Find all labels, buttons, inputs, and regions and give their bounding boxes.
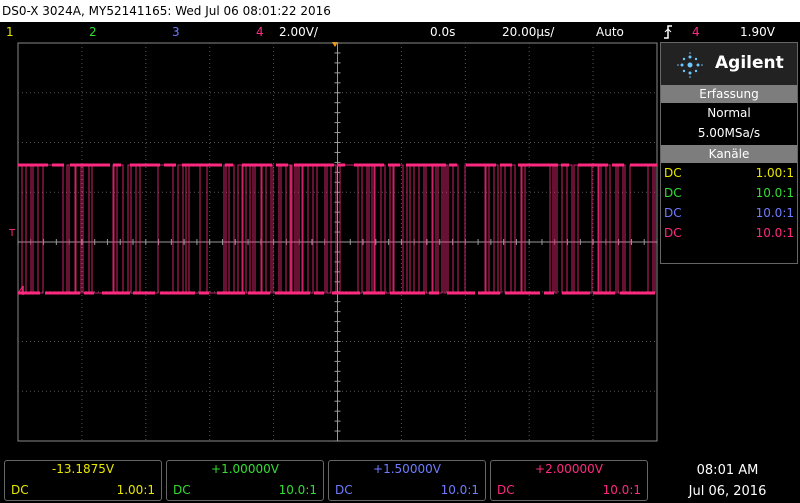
trigger-source: 4 [692, 25, 700, 39]
coupling: DC [664, 226, 682, 240]
channels-heading[interactable]: Kanäle [661, 145, 797, 163]
channel-label[interactable]: 4 [256, 25, 264, 39]
brand-box: Agilent [661, 43, 797, 85]
trigger-level: 1.90V [740, 25, 775, 39]
brand-name: Agilent [715, 53, 784, 73]
probe-ratio: 1.00:1 [116, 483, 155, 497]
waveform [18, 164, 656, 294]
trigger-icon [664, 25, 672, 39]
channel-row: DC 1.00:1 [661, 163, 797, 183]
coupling: DC [497, 483, 515, 497]
probe-ratio: 10.0:1 [440, 483, 479, 497]
channel-label[interactable]: 3 [172, 25, 180, 39]
channel-label[interactable]: 2 [89, 25, 97, 39]
probe-ratio: 1.00:1 [755, 166, 794, 180]
trigger-marker: T [9, 228, 16, 239]
channel-offset: +1.50000V [373, 462, 441, 476]
coupling: DC [664, 206, 682, 220]
title-text: DS0-X 3024A, MY52141165: Wed Jul 06 08:0… [2, 4, 331, 18]
channel-row: DC 10.0:1 [661, 203, 797, 223]
time-scale: 20.00µs/ [502, 25, 555, 39]
ground-marker: 4 [18, 284, 26, 298]
channel-offset: +2.00000V [535, 462, 603, 476]
channel-offset: -13.1875V [51, 462, 115, 476]
probe-ratio: 10.0:1 [278, 483, 317, 497]
channel-list: DC 1.00:1 DC 10.0:1 DC 10.0:1 DC 10.0:1 [661, 163, 797, 243]
clock-time: 08:01 AM [696, 463, 759, 478]
channel-label[interactable]: 1 [6, 25, 14, 39]
title-bar: DS0-X 3024A, MY52141165: Wed Jul 06 08:0… [0, 0, 800, 22]
channel-box[interactable]: +2.00000V DC 10.0:1 [490, 460, 648, 501]
coupling: DC [173, 483, 191, 497]
acquisition-heading[interactable]: Erfassung [661, 85, 797, 103]
probe-ratio: 10.0:1 [755, 226, 794, 240]
channel-offset: +1.00000V [211, 462, 279, 476]
side-panel: Agilent Erfassung Normal 5.00MSa/s Kanäl… [660, 42, 798, 264]
brand-logo [677, 52, 703, 78]
clock-date: Jul 06, 2016 [688, 484, 767, 499]
coupling: DC [335, 483, 353, 497]
graticule [17, 42, 658, 442]
channel-box[interactable]: +1.00000V DC 10.0:1 [166, 460, 324, 501]
channel-scale: 2.00V/ [279, 25, 318, 39]
channel-box[interactable]: -13.1875V DC 1.00:1 [4, 460, 162, 501]
status-bar: 1 2 3 4 2.00V/ 0.0s 20.00µs/ Auto 4 1.90… [0, 22, 800, 42]
trigger-mode: Auto [596, 25, 624, 39]
channel-box[interactable]: +1.50000V DC 10.0:1 [328, 460, 486, 501]
channel-row: DC 10.0:1 [661, 223, 797, 243]
coupling: DC [11, 483, 29, 497]
channel-row: DC 10.0:1 [661, 183, 797, 203]
acquisition-mode: Normal [707, 106, 751, 120]
coupling: DC [664, 166, 682, 180]
probe-ratio: 10.0:1 [755, 206, 794, 220]
sample-rate: 5.00MSa/s [697, 126, 761, 140]
clock: 08:01 AM Jul 06, 2016 [660, 460, 795, 502]
probe-ratio: 10.0:1 [602, 483, 641, 497]
probe-ratio: 10.0:1 [755, 186, 794, 200]
time-delay: 0.0s [430, 25, 456, 39]
coupling: DC [664, 186, 682, 200]
